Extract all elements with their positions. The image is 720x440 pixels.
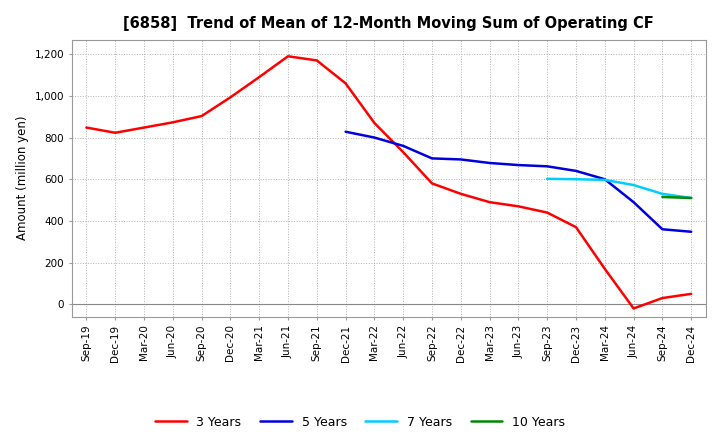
3 Years bbox=[600, 266, 609, 271]
Title: [6858]  Trend of Mean of 12-Month Moving Sum of Operating CF: [6858] Trend of Mean of 12-Month Moving … bbox=[123, 16, 654, 32]
3 Years bbox=[514, 204, 523, 209]
3 Years bbox=[370, 120, 379, 125]
3 Years bbox=[543, 210, 552, 215]
3 Years bbox=[82, 125, 91, 130]
Y-axis label: Amount (million yen): Amount (million yen) bbox=[16, 116, 30, 240]
3 Years bbox=[485, 199, 494, 205]
3 Years bbox=[255, 74, 264, 80]
5 Years bbox=[485, 160, 494, 165]
7 Years bbox=[687, 195, 696, 201]
5 Years bbox=[399, 143, 408, 149]
3 Years bbox=[456, 191, 465, 197]
3 Years bbox=[428, 181, 436, 186]
5 Years bbox=[370, 135, 379, 140]
Legend: 3 Years, 5 Years, 7 Years, 10 Years: 3 Years, 5 Years, 7 Years, 10 Years bbox=[150, 411, 570, 434]
5 Years bbox=[543, 164, 552, 169]
3 Years bbox=[687, 291, 696, 297]
5 Years bbox=[428, 156, 436, 161]
3 Years bbox=[111, 130, 120, 136]
10 Years bbox=[687, 195, 696, 201]
3 Years bbox=[284, 54, 292, 59]
5 Years bbox=[600, 176, 609, 182]
3 Years bbox=[197, 114, 206, 119]
3 Years bbox=[399, 150, 408, 155]
Line: 10 Years: 10 Years bbox=[662, 197, 691, 198]
3 Years bbox=[658, 295, 667, 301]
7 Years bbox=[572, 176, 580, 182]
5 Years bbox=[658, 227, 667, 232]
5 Years bbox=[514, 162, 523, 168]
3 Years bbox=[341, 81, 350, 86]
3 Years bbox=[572, 224, 580, 230]
3 Years bbox=[140, 125, 148, 130]
5 Years bbox=[629, 199, 638, 205]
3 Years bbox=[312, 58, 321, 63]
5 Years bbox=[341, 129, 350, 134]
5 Years bbox=[687, 229, 696, 235]
5 Years bbox=[456, 157, 465, 162]
3 Years bbox=[226, 95, 235, 100]
Line: 7 Years: 7 Years bbox=[547, 179, 691, 198]
Line: 3 Years: 3 Years bbox=[86, 56, 691, 308]
3 Years bbox=[168, 120, 177, 125]
Line: 5 Years: 5 Years bbox=[346, 132, 691, 232]
7 Years bbox=[658, 191, 667, 197]
3 Years bbox=[629, 306, 638, 311]
10 Years bbox=[658, 194, 667, 200]
7 Years bbox=[629, 183, 638, 188]
5 Years bbox=[572, 168, 580, 173]
7 Years bbox=[600, 177, 609, 183]
7 Years bbox=[543, 176, 552, 181]
